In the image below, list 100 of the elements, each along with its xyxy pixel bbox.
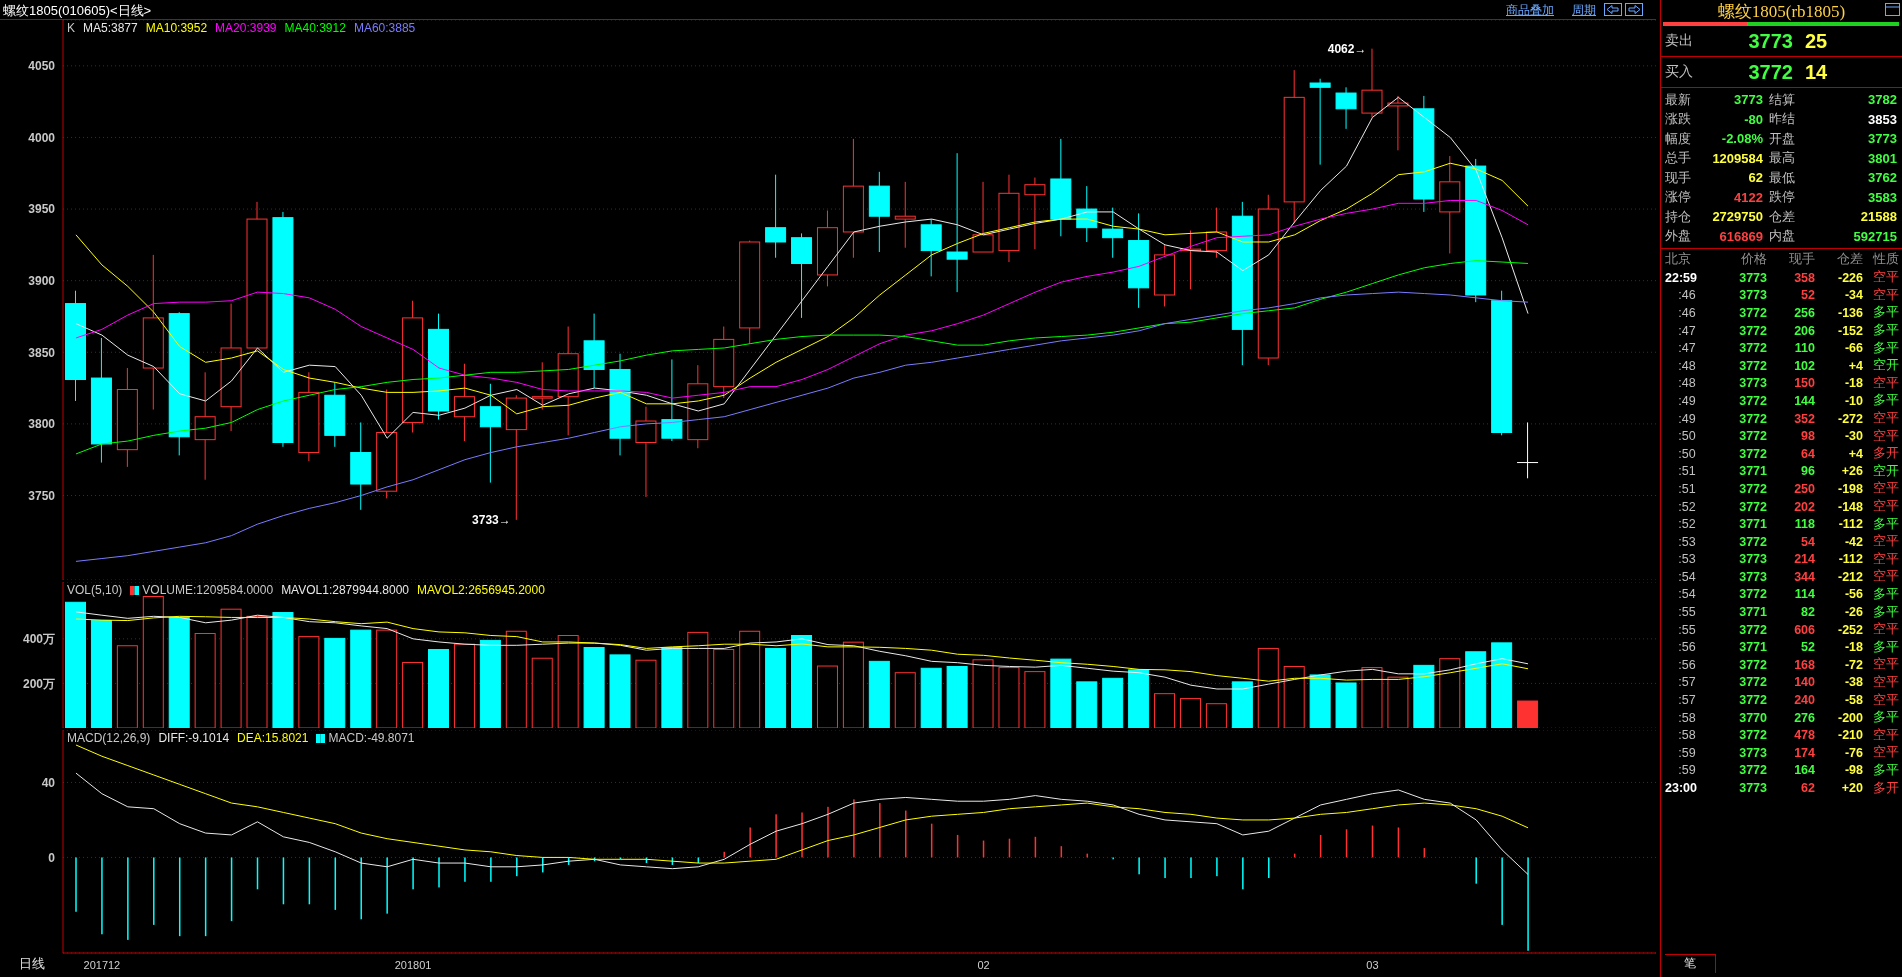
text: :49 [1677,411,1697,426]
text: 空平 [1872,673,1899,691]
bar [1050,658,1072,728]
bar [1179,698,1201,728]
bar [1231,681,1253,728]
text: :50 [1677,446,1697,461]
text: 3773 [1733,92,1763,108]
text: 3782 [1867,92,1897,108]
text: 多平 [1872,339,1899,357]
text: 3771 [1738,517,1767,532]
text: :48 [1677,358,1697,373]
bar [1283,665,1305,728]
text: 202 [1793,499,1815,514]
bar [376,629,398,728]
text: :52 [1677,517,1697,532]
bar [920,667,942,728]
text: 3773 [1738,288,1767,303]
text: 空开 [1872,462,1899,480]
text: :48 [1677,376,1697,391]
text: 240 [1793,693,1815,708]
text: :53 [1677,552,1697,567]
text: 3801 [1867,150,1897,166]
bar [272,612,294,728]
text: 空平 [1872,269,1899,287]
text: -152 [1836,323,1863,338]
text: 空平 [1872,744,1899,762]
text: 昨结 [1769,110,1796,129]
bar [894,672,916,728]
text: 螺纹1805(rb1805) [1716,1,1847,22]
text: -30 [1843,429,1863,444]
text: 592715 [1852,228,1897,244]
text: 内盘 [1769,227,1796,246]
text: 空开 [1872,357,1899,375]
bar [1309,674,1331,728]
text: 3773 [1738,270,1767,285]
text: MA5:3877 [83,21,138,35]
legend-label: MACD:-49.8071 [327,731,415,745]
text: -112 [1837,552,1863,567]
text: :59 [1677,745,1697,760]
text: 1209584 [1711,150,1763,166]
text: 82 [1800,605,1815,620]
text: 持仓 [1665,207,1692,226]
line-series [75,744,1529,864]
text: 3773 [1738,781,1767,796]
text: -26 [1843,605,1863,620]
text: :49 [1677,393,1697,408]
bar [791,635,813,728]
bar [505,630,527,728]
text: 3773 [1738,569,1767,584]
line-series [75,162,1529,415]
text: 214 [1793,552,1815,567]
text: 102 [1793,358,1815,373]
text: 3771 [1738,605,1767,620]
text: 52 [1800,640,1815,655]
text: 多开 [1872,445,1899,463]
text: 3771 [1738,464,1767,479]
text: 多平 [1872,304,1899,322]
y-tick-label: 3950 [28,202,56,217]
bar [479,639,501,728]
series-label: MAVOL1:2879944.8000 [281,583,409,597]
text: 空平 [1872,656,1899,674]
text: 150 [1793,376,1815,391]
text: -2.08% [1720,131,1763,147]
text: -80 [1743,111,1763,127]
text: 日线 [17,955,46,973]
text: :51 [1677,464,1697,479]
bar [428,649,450,728]
line-series [75,199,1529,399]
bar [583,647,605,728]
candlestick [894,181,916,249]
bar [687,631,709,728]
bar [1102,677,1124,728]
bar [324,637,346,728]
candlestick [194,371,216,481]
text: 140 [1793,675,1815,690]
text: :50 [1677,429,1697,444]
text: 174 [1793,745,1815,760]
text: 多平 [1872,392,1899,410]
text: 256 [1793,305,1815,320]
text: 3773 [1747,29,1793,53]
y-tick-label: 200万 [22,676,55,691]
candlestick [972,181,994,253]
text: 周期 [1572,2,1596,19]
text: 110 [1793,341,1815,356]
text: 164 [1793,763,1815,778]
line-series [75,615,1529,682]
line-series [75,96,1529,439]
text: 3773 [1738,552,1767,567]
text: 空平 [1872,726,1899,744]
text: :52 [1677,499,1697,514]
text: :57 [1677,693,1697,708]
text: 3772 [1738,358,1767,373]
text: 卖出 [1665,32,1694,50]
text: 涨跌 [1665,110,1692,129]
bar [90,620,112,728]
bar [739,630,761,728]
text: -10 [1843,393,1863,408]
text: 3772 [1738,393,1767,408]
text: 62 [1800,781,1815,796]
text: 幅度 [1665,129,1692,148]
